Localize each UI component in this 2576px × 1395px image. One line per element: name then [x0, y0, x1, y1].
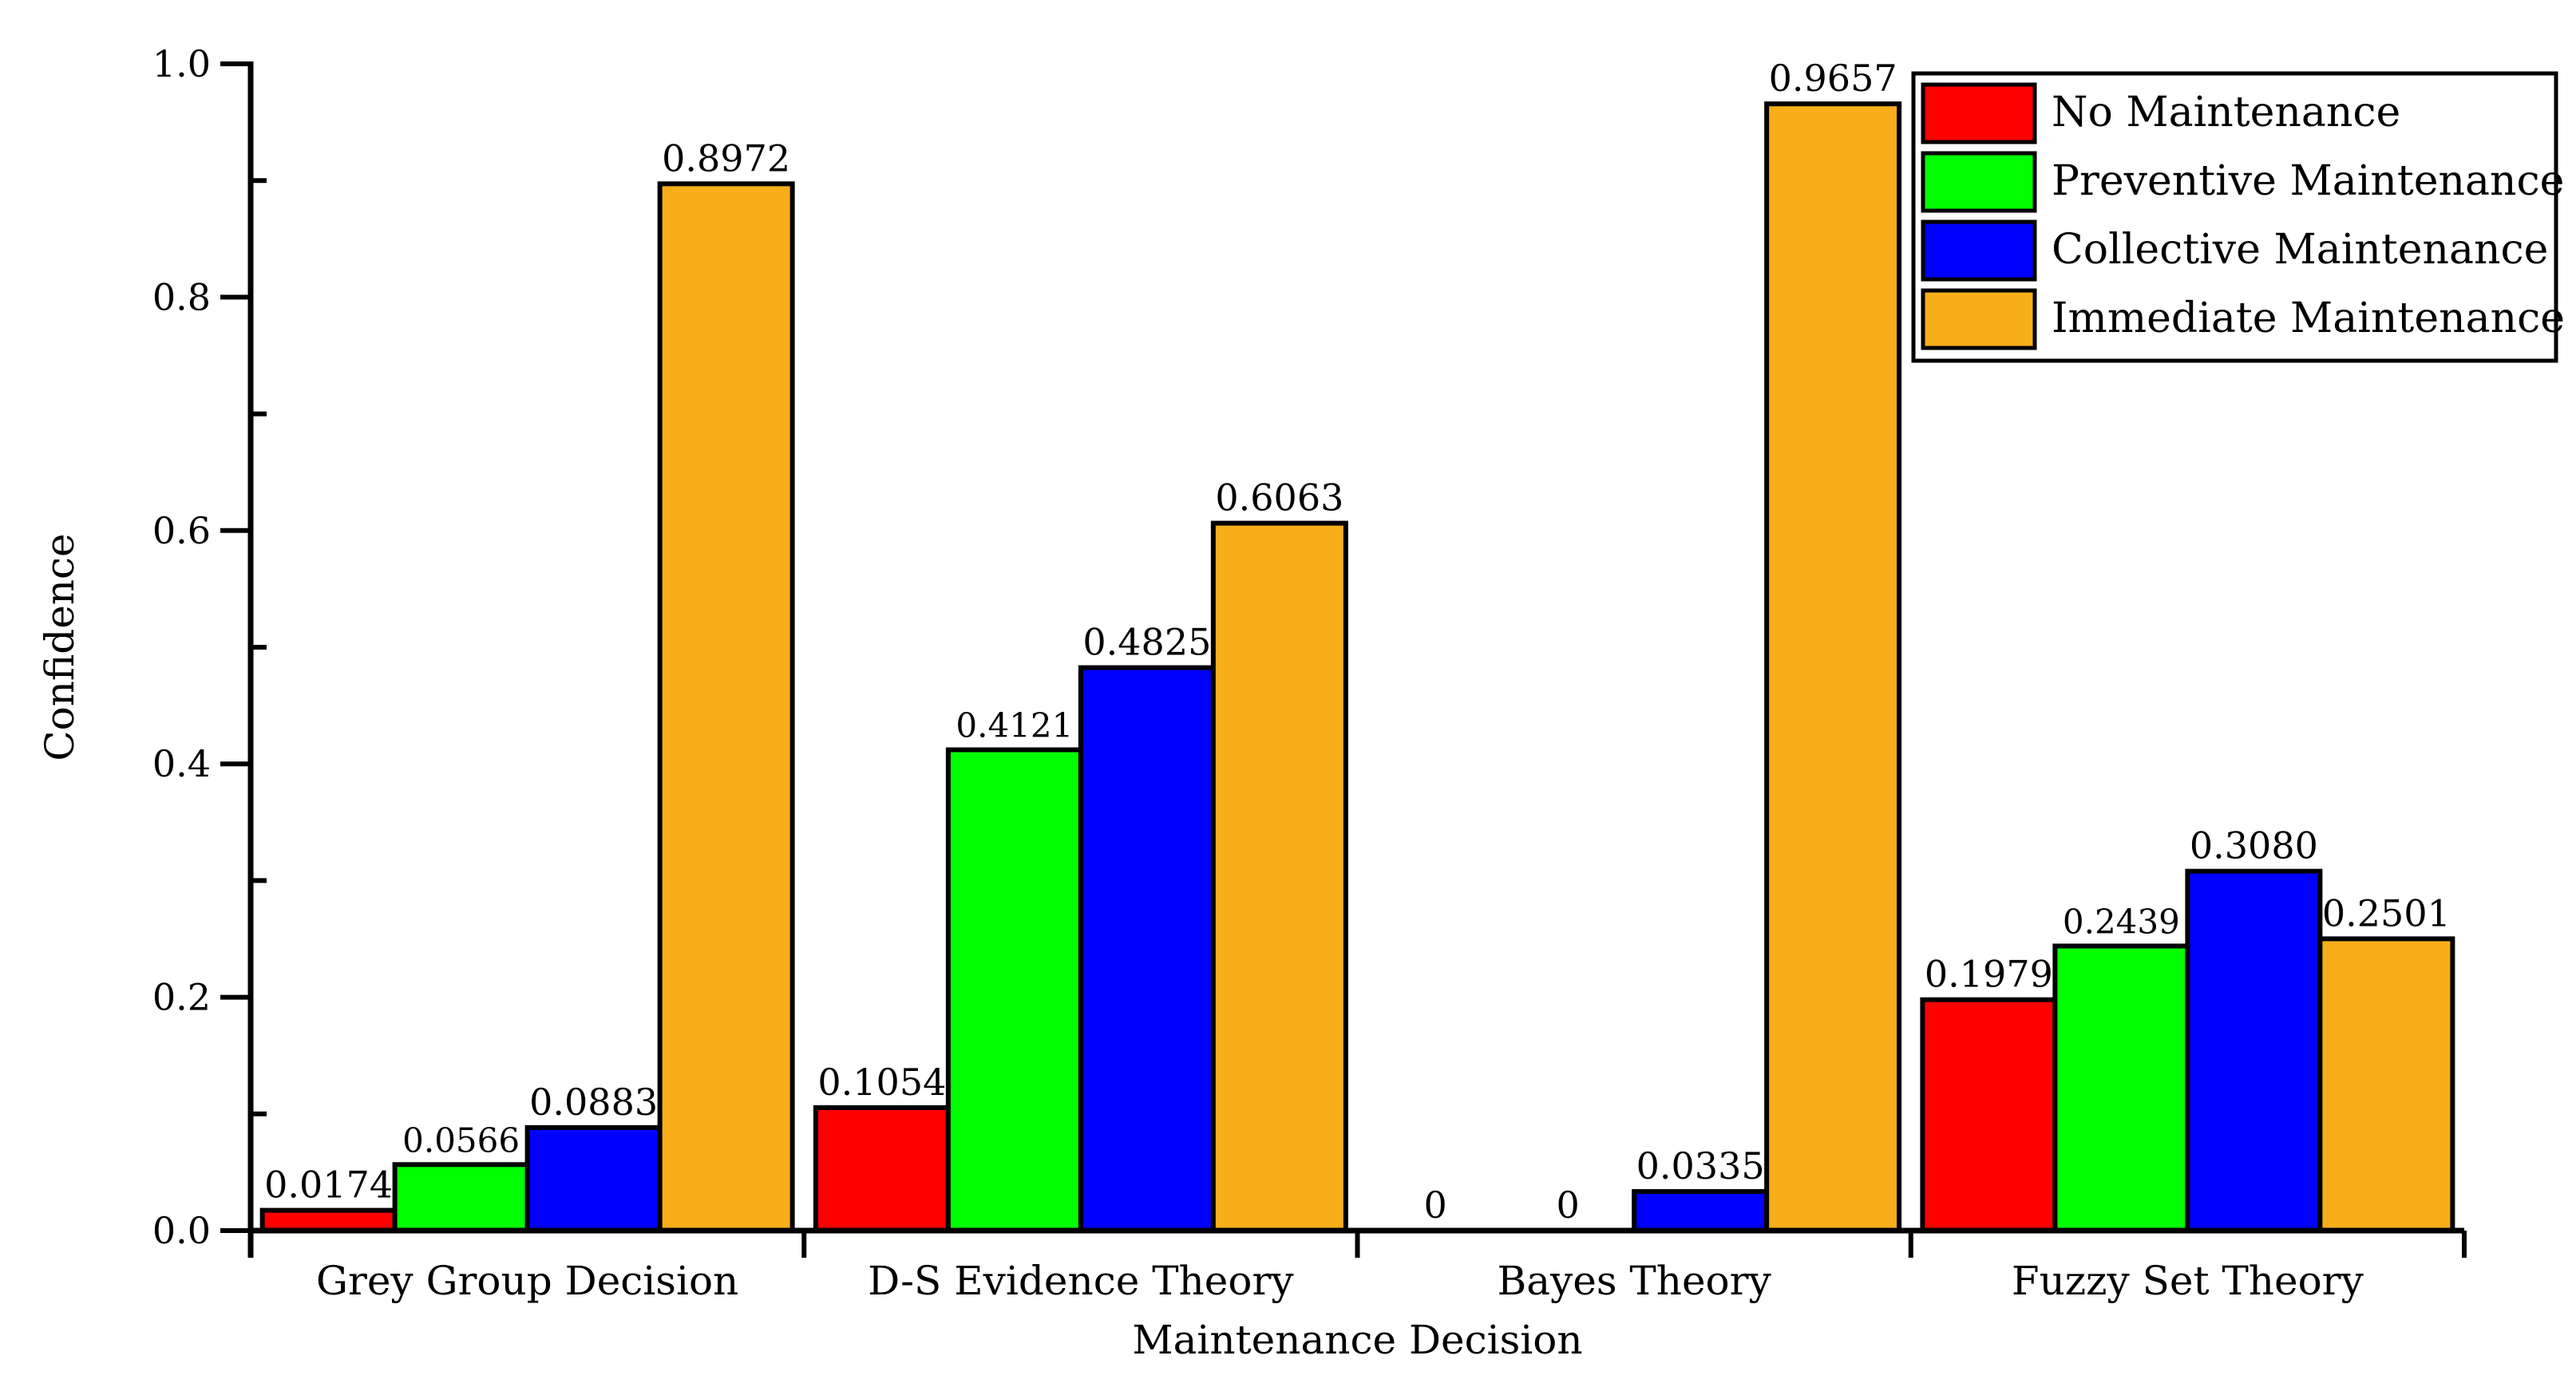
legend-entry-label: Immediate Maintenance [2052, 294, 2565, 342]
bar [2185, 868, 2323, 1233]
bar [1920, 997, 2058, 1233]
bar-value-label: 0.9657 [1769, 57, 1897, 100]
bar-value-label: 0.0566 [402, 1120, 520, 1160]
bar-value-label: 0.2501 [2322, 891, 2451, 935]
bar [1764, 101, 1902, 1233]
bar [392, 1162, 530, 1234]
bar-value-label: 0 [1423, 1184, 1446, 1227]
y-tick-label: 1.0 [152, 42, 211, 85]
bars-group [259, 101, 2455, 1234]
legend-entry-label: No Maintenance [2052, 89, 2400, 136]
legend-entry-label: Preventive Maintenance [2052, 157, 2564, 205]
y-axis-ticks: 0.0 0.2 0.4 0.6 0.8 1.0 [152, 42, 267, 1252]
bar-value-label: 0.1979 [1925, 953, 2053, 996]
x-axis-ticks: Grey Group Decision D-S Evidence Theory Ba… [248, 1231, 2467, 1304]
y-tick-label: 0.2 [152, 976, 211, 1019]
bar-value-label: 0.2439 [2063, 902, 2180, 941]
x-category-label: Fuzzy Set Theory [2012, 1258, 2364, 1304]
bar [2317, 936, 2455, 1233]
y-tick-label: 0.6 [152, 509, 211, 552]
y-tick-label: 0.8 [152, 275, 211, 318]
bar-value-label: 0.1054 [817, 1061, 946, 1104]
bar [1210, 520, 1348, 1233]
bar-value-label: 0.6063 [1215, 476, 1343, 520]
bar-value-label: 0.0335 [1636, 1144, 1765, 1188]
bar [945, 747, 1083, 1233]
bar [259, 1207, 398, 1233]
legend-swatch [1921, 288, 2037, 350]
bar-value-label: 0 [1556, 1184, 1579, 1227]
x-axis-title: Maintenance Decision [1132, 1317, 1582, 1363]
bar [813, 1105, 951, 1233]
y-axis-title: Confidence [37, 533, 83, 761]
x-category-label: D-S Evidence Theory [868, 1258, 1294, 1304]
bar-value-label: 0.0174 [264, 1164, 393, 1207]
legend-swatch [1921, 82, 2037, 144]
bar-value-label: 0.4825 [1082, 621, 1211, 664]
bar-value-label: 0.3080 [2190, 824, 2318, 867]
y-tick-label: 0.0 [152, 1209, 211, 1252]
x-category-label: Bayes Theory [1497, 1258, 1771, 1304]
bar-value-label: 0.4121 [956, 706, 1073, 745]
bar-value-label: 0.8972 [662, 136, 790, 180]
legend-swatch [1921, 219, 2037, 282]
x-category-label: Grey Group Decision [316, 1258, 738, 1304]
axes-group [247, 61, 2464, 1258]
bar [1632, 1189, 1770, 1233]
legend-entry-label: Collective Maintenance [2052, 226, 2548, 274]
bar [2052, 943, 2190, 1233]
legend: No Maintenance Preventive Maintenance Coll… [1911, 71, 2565, 363]
bar-value-label: 0.0883 [529, 1081, 658, 1124]
y-tick-label: 0.4 [152, 742, 211, 785]
bar [524, 1124, 663, 1233]
legend-swatch [1921, 151, 2037, 213]
bar [657, 181, 795, 1234]
bar [1078, 665, 1216, 1233]
